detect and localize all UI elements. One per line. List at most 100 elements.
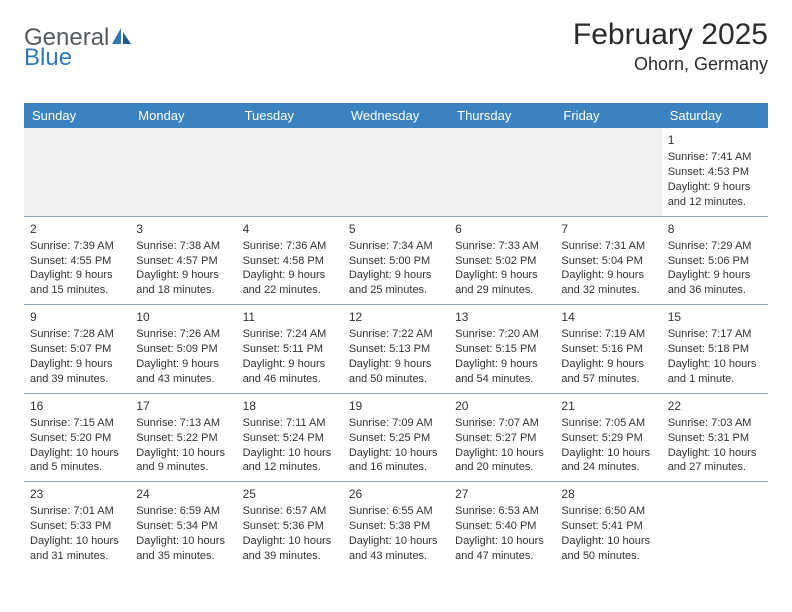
sunset-text: Sunset: 5:24 PM bbox=[243, 431, 337, 446]
day1-text: Daylight: 10 hours bbox=[243, 446, 337, 461]
sunset-text: Sunset: 5:15 PM bbox=[455, 342, 549, 357]
day1-text: Daylight: 10 hours bbox=[561, 534, 655, 549]
week-row: 9Sunrise: 7:28 AMSunset: 5:07 PMDaylight… bbox=[24, 304, 768, 393]
day-number: 4 bbox=[243, 221, 337, 237]
day-number: 9 bbox=[30, 309, 124, 325]
day1-text: Daylight: 9 hours bbox=[243, 268, 337, 283]
sunset-text: Sunset: 5:40 PM bbox=[455, 519, 549, 534]
day-number: 25 bbox=[243, 486, 337, 502]
day-number: 6 bbox=[455, 221, 549, 237]
day-number: 22 bbox=[668, 398, 762, 414]
day-cell: 27Sunrise: 6:53 AMSunset: 5:40 PMDayligh… bbox=[449, 482, 555, 570]
sunrise-text: Sunrise: 7:34 AM bbox=[349, 239, 443, 254]
day-cell: 21Sunrise: 7:05 AMSunset: 5:29 PMDayligh… bbox=[555, 394, 661, 482]
day-header: Friday bbox=[555, 103, 661, 128]
sunset-text: Sunset: 5:06 PM bbox=[668, 254, 762, 269]
sunrise-text: Sunrise: 7:26 AM bbox=[136, 327, 230, 342]
sunrise-text: Sunrise: 7:38 AM bbox=[136, 239, 230, 254]
day2-text: and 9 minutes. bbox=[136, 460, 230, 475]
day1-text: Daylight: 10 hours bbox=[136, 446, 230, 461]
day-cell: 17Sunrise: 7:13 AMSunset: 5:22 PMDayligh… bbox=[130, 394, 236, 482]
day-header: Thursday bbox=[449, 103, 555, 128]
day-number: 16 bbox=[30, 398, 124, 414]
day1-text: Daylight: 10 hours bbox=[349, 534, 443, 549]
calendar-page: General February 2025 Ohorn, Germany Blu… bbox=[0, 0, 792, 588]
day1-text: Daylight: 10 hours bbox=[668, 446, 762, 461]
day-number: 24 bbox=[136, 486, 230, 502]
day1-text: Daylight: 9 hours bbox=[30, 357, 124, 372]
sunset-text: Sunset: 5:38 PM bbox=[349, 519, 443, 534]
sunset-text: Sunset: 5:16 PM bbox=[561, 342, 655, 357]
day1-text: Daylight: 9 hours bbox=[455, 357, 549, 372]
day1-text: Daylight: 10 hours bbox=[455, 534, 549, 549]
day-header-row: Sunday Monday Tuesday Wednesday Thursday… bbox=[24, 103, 768, 128]
day-cell: 8Sunrise: 7:29 AMSunset: 5:06 PMDaylight… bbox=[662, 217, 768, 305]
day1-text: Daylight: 10 hours bbox=[30, 534, 124, 549]
day-number: 11 bbox=[243, 309, 337, 325]
day2-text: and 46 minutes. bbox=[243, 372, 337, 387]
day1-text: Daylight: 9 hours bbox=[349, 357, 443, 372]
header: General February 2025 Ohorn, Germany bbox=[24, 18, 768, 75]
day-cell: 18 Sunrise: 7:11 AMSunset: 5:24 PMDayligh… bbox=[237, 394, 343, 482]
sunset-text: Sunset: 5:09 PM bbox=[136, 342, 230, 357]
sunrise-text: Sunrise: 7:01 AM bbox=[30, 504, 124, 519]
sunrise-text: Sunrise: 7:03 AM bbox=[668, 416, 762, 431]
day2-text: and 24 minutes. bbox=[561, 460, 655, 475]
day2-text: and 31 minutes. bbox=[30, 549, 124, 564]
day2-text: and 39 minutes. bbox=[243, 549, 337, 564]
day1-text: Daylight: 9 hours bbox=[136, 268, 230, 283]
sunset-text: Sunset: 5:33 PM bbox=[30, 519, 124, 534]
day1-text: Daylight: 10 hours bbox=[243, 534, 337, 549]
day-cell: 5Sunrise: 7:34 AMSunset: 5:00 PMDaylight… bbox=[343, 217, 449, 305]
sunrise-text: Sunrise: 7:11 AM bbox=[243, 416, 337, 431]
sunrise-text: Sunrise: 7:05 AM bbox=[561, 416, 655, 431]
sunrise-text: Sunrise: 7:31 AM bbox=[561, 239, 655, 254]
day-header: Wednesday bbox=[343, 103, 449, 128]
sunrise-text: Sunrise: 7:20 AM bbox=[455, 327, 549, 342]
brand-part2: Blue bbox=[24, 44, 72, 71]
day-header: Saturday bbox=[662, 103, 768, 128]
day2-text: and 5 minutes. bbox=[30, 460, 124, 475]
sunset-text: Sunset: 5:29 PM bbox=[561, 431, 655, 446]
sunrise-text: Sunrise: 6:59 AM bbox=[136, 504, 230, 519]
day-cell: 11Sunrise: 7:24 AMSunset: 5:11 PMDayligh… bbox=[237, 305, 343, 393]
day-cell: 19Sunrise: 7:09 AMSunset: 5:25 PMDayligh… bbox=[343, 394, 449, 482]
day2-text: and 12 minutes. bbox=[668, 195, 762, 210]
day-number: 17 bbox=[136, 398, 230, 414]
sunrise-text: Sunrise: 7:24 AM bbox=[243, 327, 337, 342]
day-number: 14 bbox=[561, 309, 655, 325]
blank-cell bbox=[449, 128, 555, 216]
day2-text: and 29 minutes. bbox=[455, 283, 549, 298]
day2-text: and 27 minutes. bbox=[668, 460, 762, 475]
day-cell: 10Sunrise: 7:26 AMSunset: 5:09 PMDayligh… bbox=[130, 305, 236, 393]
day-number: 27 bbox=[455, 486, 549, 502]
day-cell: 28Sunrise: 6:50 AMSunset: 5:41 PMDayligh… bbox=[555, 482, 661, 570]
day-cell: 15Sunrise: 7:17 AMSunset: 5:18 PMDayligh… bbox=[662, 305, 768, 393]
sunrise-text: Sunrise: 7:17 AM bbox=[668, 327, 762, 342]
day1-text: Daylight: 9 hours bbox=[349, 268, 443, 283]
sunrise-text: Sunrise: 7:29 AM bbox=[668, 239, 762, 254]
day-cell: 3Sunrise: 7:38 AMSunset: 4:57 PMDaylight… bbox=[130, 217, 236, 305]
blank-cell bbox=[237, 128, 343, 216]
day-cell: 26Sunrise: 6:55 AMSunset: 5:38 PMDayligh… bbox=[343, 482, 449, 570]
day-cell: 20Sunrise: 7:07 AMSunset: 5:27 PMDayligh… bbox=[449, 394, 555, 482]
day-header: Tuesday bbox=[237, 103, 343, 128]
sunrise-text: Sunrise: 7:15 AM bbox=[30, 416, 124, 431]
day-cell: 2Sunrise: 7:39 AMSunset: 4:55 PMDaylight… bbox=[24, 217, 130, 305]
day1-text: Daylight: 9 hours bbox=[243, 357, 337, 372]
day-header: Monday bbox=[130, 103, 236, 128]
day-cell: 23Sunrise: 7:01 AMSunset: 5:33 PMDayligh… bbox=[24, 482, 130, 570]
sunset-text: Sunset: 5:36 PM bbox=[243, 519, 337, 534]
day-number: 20 bbox=[455, 398, 549, 414]
day2-text: and 57 minutes. bbox=[561, 372, 655, 387]
day-cell: 24Sunrise: 6:59 AMSunset: 5:34 PMDayligh… bbox=[130, 482, 236, 570]
day2-text: and 43 minutes. bbox=[136, 372, 230, 387]
day1-text: Daylight: 10 hours bbox=[30, 446, 124, 461]
sunset-text: Sunset: 5:25 PM bbox=[349, 431, 443, 446]
sunset-text: Sunset: 5:18 PM bbox=[668, 342, 762, 357]
day-number: 18 bbox=[243, 398, 337, 414]
day2-text: and 20 minutes. bbox=[455, 460, 549, 475]
day-cell: 1Sunrise: 7:41 AMSunset: 4:53 PMDaylight… bbox=[662, 128, 768, 216]
day-cell: 4Sunrise: 7:36 AMSunset: 4:58 PMDaylight… bbox=[237, 217, 343, 305]
sunrise-text: Sunrise: 7:13 AM bbox=[136, 416, 230, 431]
